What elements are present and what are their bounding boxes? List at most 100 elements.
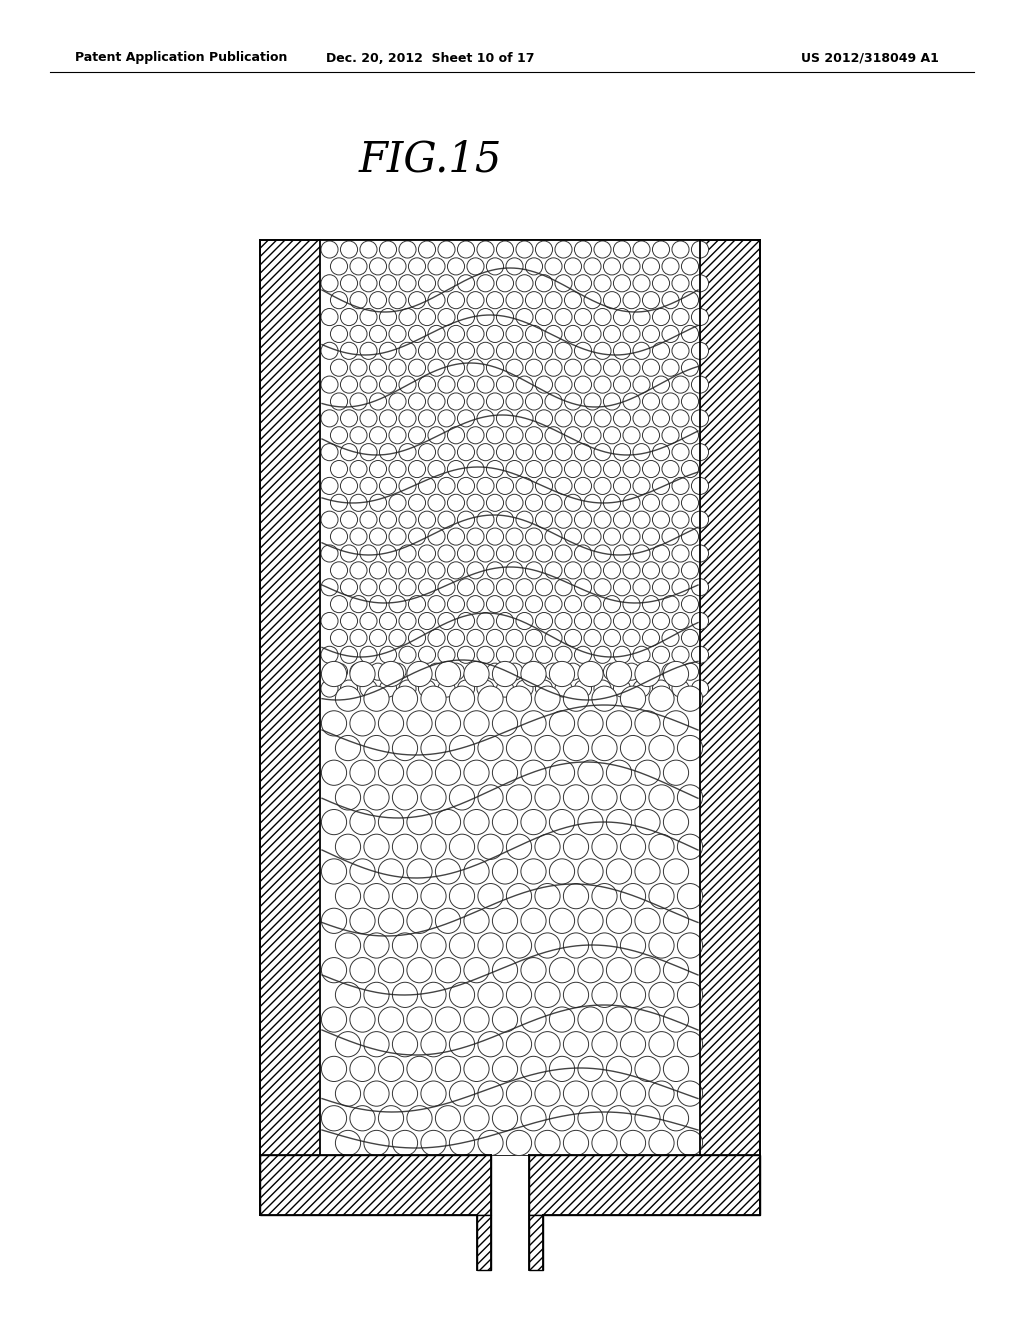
Circle shape [419, 680, 435, 697]
Circle shape [603, 562, 621, 579]
Circle shape [555, 647, 572, 664]
Circle shape [389, 393, 407, 411]
Circle shape [336, 686, 360, 711]
Circle shape [458, 612, 474, 630]
Circle shape [603, 630, 621, 647]
Circle shape [516, 444, 534, 461]
Circle shape [477, 545, 494, 562]
Circle shape [428, 426, 445, 444]
Circle shape [681, 426, 698, 444]
Circle shape [592, 982, 617, 1007]
Circle shape [336, 933, 360, 958]
Circle shape [486, 663, 504, 680]
Circle shape [447, 257, 465, 275]
Circle shape [584, 426, 601, 444]
Circle shape [507, 785, 531, 810]
Circle shape [563, 883, 589, 908]
Circle shape [392, 686, 418, 711]
Text: US 2012/318049 A1: US 2012/318049 A1 [801, 51, 939, 65]
Circle shape [506, 595, 523, 612]
Circle shape [681, 393, 698, 411]
Circle shape [652, 242, 670, 257]
Circle shape [594, 511, 611, 528]
Circle shape [603, 426, 621, 444]
Circle shape [652, 275, 670, 292]
Circle shape [399, 309, 416, 326]
Circle shape [350, 257, 367, 275]
Circle shape [621, 933, 645, 958]
Circle shape [360, 578, 377, 595]
Circle shape [664, 957, 688, 983]
Circle shape [497, 545, 514, 562]
Circle shape [633, 478, 650, 495]
Circle shape [623, 461, 640, 478]
Circle shape [486, 292, 504, 309]
Circle shape [419, 342, 435, 359]
Circle shape [613, 578, 631, 595]
Circle shape [464, 710, 489, 737]
Circle shape [564, 359, 582, 376]
Circle shape [493, 661, 517, 686]
Circle shape [525, 562, 543, 579]
Circle shape [340, 275, 357, 292]
Bar [477, 1214, 490, 1270]
Circle shape [525, 663, 543, 680]
Circle shape [447, 630, 465, 647]
Circle shape [525, 426, 543, 444]
Circle shape [536, 342, 553, 359]
Circle shape [447, 663, 465, 680]
Circle shape [521, 809, 546, 834]
Circle shape [672, 376, 689, 393]
Circle shape [364, 1081, 389, 1106]
Circle shape [555, 409, 572, 426]
Circle shape [592, 686, 617, 711]
Circle shape [635, 908, 660, 933]
Circle shape [672, 275, 689, 292]
Circle shape [574, 242, 592, 257]
Circle shape [458, 275, 474, 292]
Circle shape [438, 376, 455, 393]
Circle shape [578, 661, 603, 686]
Circle shape [621, 1032, 645, 1057]
Circle shape [603, 595, 621, 612]
Circle shape [621, 883, 645, 908]
Circle shape [578, 710, 603, 737]
Circle shape [435, 760, 461, 785]
Circle shape [681, 528, 698, 545]
Circle shape [574, 409, 592, 426]
Circle shape [350, 710, 375, 737]
Circle shape [478, 1130, 503, 1155]
Circle shape [545, 562, 562, 579]
Circle shape [364, 785, 389, 810]
Circle shape [467, 326, 484, 342]
Circle shape [380, 275, 396, 292]
Circle shape [649, 1130, 674, 1155]
Circle shape [399, 578, 416, 595]
Circle shape [450, 883, 474, 908]
Circle shape [407, 1106, 432, 1131]
Circle shape [477, 578, 494, 595]
Circle shape [678, 933, 702, 958]
Circle shape [691, 511, 709, 528]
Circle shape [497, 612, 514, 630]
Circle shape [421, 834, 446, 859]
Circle shape [633, 578, 650, 595]
Circle shape [642, 359, 659, 376]
Circle shape [409, 426, 426, 444]
Circle shape [438, 342, 455, 359]
Circle shape [678, 1130, 702, 1155]
Circle shape [516, 342, 534, 359]
Circle shape [564, 562, 582, 579]
Circle shape [340, 680, 357, 697]
Circle shape [555, 545, 572, 562]
Circle shape [477, 511, 494, 528]
Circle shape [321, 478, 338, 495]
Circle shape [681, 326, 698, 342]
Circle shape [691, 578, 709, 595]
Circle shape [389, 630, 407, 647]
Circle shape [486, 595, 504, 612]
Circle shape [506, 528, 523, 545]
Circle shape [563, 834, 589, 859]
Circle shape [477, 275, 494, 292]
Circle shape [497, 478, 514, 495]
